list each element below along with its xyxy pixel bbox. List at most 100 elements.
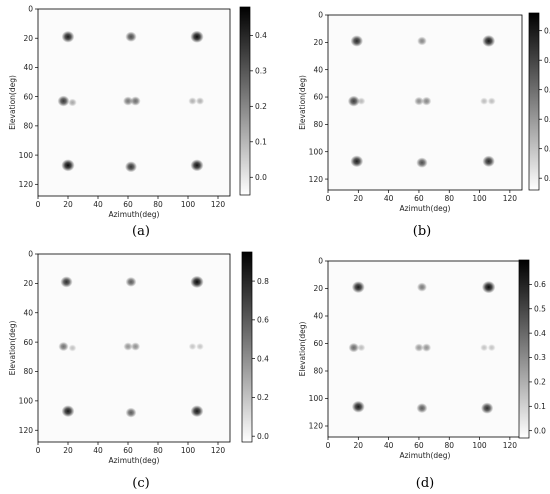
heatmap-spot xyxy=(357,343,366,352)
heatmap-spot xyxy=(487,344,496,352)
heatmap-spot xyxy=(123,342,133,351)
y-tick-label: 120 xyxy=(19,426,34,435)
x-tick-label: 80 xyxy=(153,446,163,455)
y-tick-label: 100 xyxy=(19,151,34,160)
colorbar-tick-label: 0.1 xyxy=(534,402,546,411)
heatmap-spot xyxy=(348,342,359,353)
x-tick-label: 120 xyxy=(211,200,226,209)
colorbar-tick-label: 0.8 xyxy=(257,277,269,286)
panel-caption: (c) xyxy=(132,476,149,491)
chart-panel-2: 0 20 40 60 80 100 120 0 20 40 60 80 100 120 Azimuth(de… xyxy=(298,11,550,239)
heatmap-spot xyxy=(414,343,424,352)
heatmap-spot xyxy=(130,342,141,351)
y-tick-label: 20 xyxy=(23,279,33,288)
colorbar-tick-label: 0.4 xyxy=(255,31,267,40)
y-axis-label: Elevation(deg) xyxy=(298,322,307,377)
heatmap-spot xyxy=(60,276,73,288)
x-tick-label: 0 xyxy=(36,200,41,209)
heatmap-spot xyxy=(421,96,432,106)
colorbar-tick-label: 0.0 xyxy=(257,432,269,441)
x-tick-label: 20 xyxy=(354,194,364,203)
heatmap-spot xyxy=(416,403,428,414)
y-axis-label: Elevation(deg) xyxy=(8,321,17,376)
heatmap-spot xyxy=(190,30,204,43)
plot-frame xyxy=(37,253,231,443)
chart-panel-3: 0 20 40 60 80 100 120 0 20 40 60 80 100 120 Azimuth(de… xyxy=(8,250,269,491)
heatmap-spot xyxy=(188,97,197,105)
heatmap-spot xyxy=(130,96,141,106)
heatmap-spot xyxy=(122,96,134,106)
heatmap-spot xyxy=(347,95,360,107)
colorbar-tick-label: 0.5 xyxy=(534,304,546,313)
y-tick-label: 40 xyxy=(313,312,323,321)
y-axis-label: Elevation(deg) xyxy=(298,75,307,130)
x-tick-label: 100 xyxy=(181,446,196,455)
colorbar xyxy=(528,12,540,191)
x-tick-label: 60 xyxy=(414,441,424,450)
heatmap-spot xyxy=(350,35,364,47)
x-tick-label: 20 xyxy=(63,200,73,209)
x-tick-label: 100 xyxy=(472,194,487,203)
colorbar-tick-label: 0.4 xyxy=(257,354,269,363)
panel-caption: (a) xyxy=(132,224,150,239)
heatmap-spot xyxy=(357,97,366,105)
heatmap-spot xyxy=(416,157,428,168)
colorbar-tick-label: 0.1 xyxy=(544,144,550,153)
heatmap-spot xyxy=(124,161,138,173)
heatmap-spot xyxy=(481,280,496,294)
x-tick-label: 60 xyxy=(123,200,133,209)
heatmap-spot xyxy=(125,276,137,287)
y-tick-label: 40 xyxy=(23,308,33,317)
colorbar xyxy=(239,6,251,196)
x-tick-label: 40 xyxy=(384,194,394,203)
heatmap-spot xyxy=(482,35,496,47)
x-tick-label: 120 xyxy=(503,441,518,450)
plot-frame xyxy=(327,14,523,191)
x-tick-label: 0 xyxy=(36,446,41,455)
y-tick-label: 120 xyxy=(309,175,324,184)
x-tick-label: 20 xyxy=(354,441,364,450)
heatmap-spot xyxy=(125,407,137,418)
y-tick-label: 120 xyxy=(19,180,34,189)
y-tick-label: 0 xyxy=(318,257,323,266)
colorbar-tick-label: 0.2 xyxy=(544,115,550,124)
y-tick-label: 100 xyxy=(309,147,324,156)
x-tick-label: 120 xyxy=(503,194,518,203)
heatmap-spot xyxy=(487,97,496,105)
y-tick-label: 100 xyxy=(19,397,34,406)
colorbar-tick-label: 0.6 xyxy=(257,316,269,325)
x-axis-label: Azimuth(deg) xyxy=(109,456,160,465)
x-tick-label: 40 xyxy=(93,200,103,209)
heatmap-spot xyxy=(351,281,365,294)
heatmap-spot xyxy=(196,343,204,351)
heatmap-spot xyxy=(195,97,205,105)
y-tick-label: 80 xyxy=(313,367,323,376)
y-tick-label: 20 xyxy=(313,38,323,47)
colorbar-tick-label: 0.3 xyxy=(255,67,267,76)
heatmap-spot xyxy=(481,402,494,414)
heatmap-spot xyxy=(125,31,137,42)
heatmap-spot xyxy=(61,30,75,43)
colorbar-tick-label: 0.3 xyxy=(534,353,546,362)
x-tick-label: 0 xyxy=(326,441,331,450)
colorbar-tick-label: 0.1 xyxy=(255,137,267,146)
heatmap-spot xyxy=(190,159,204,172)
heatmap-spot xyxy=(61,405,75,418)
x-axis-label: Azimuth(deg) xyxy=(109,210,160,219)
chart-panel-1: 0 20 40 60 80 100 120 0 20 40 60 80 100 120 Azimuth(de… xyxy=(8,5,267,239)
y-tick-label: 40 xyxy=(23,63,33,72)
x-tick-label: 80 xyxy=(444,194,454,203)
x-tick-label: 40 xyxy=(384,441,394,450)
y-tick-label: 60 xyxy=(23,338,33,347)
colorbar-tick-label: 0.2 xyxy=(255,102,267,111)
x-tick-label: 120 xyxy=(211,446,226,455)
x-tick-label: 60 xyxy=(123,446,133,455)
y-tick-label: 120 xyxy=(309,422,324,431)
heatmap-spot xyxy=(190,405,204,418)
heatmap-spot xyxy=(351,400,365,413)
plot-frame xyxy=(37,8,231,197)
x-tick-label: 0 xyxy=(326,194,331,203)
x-axis-label: Azimuth(deg) xyxy=(400,451,451,460)
x-axis-label: Azimuth(deg) xyxy=(400,204,451,213)
